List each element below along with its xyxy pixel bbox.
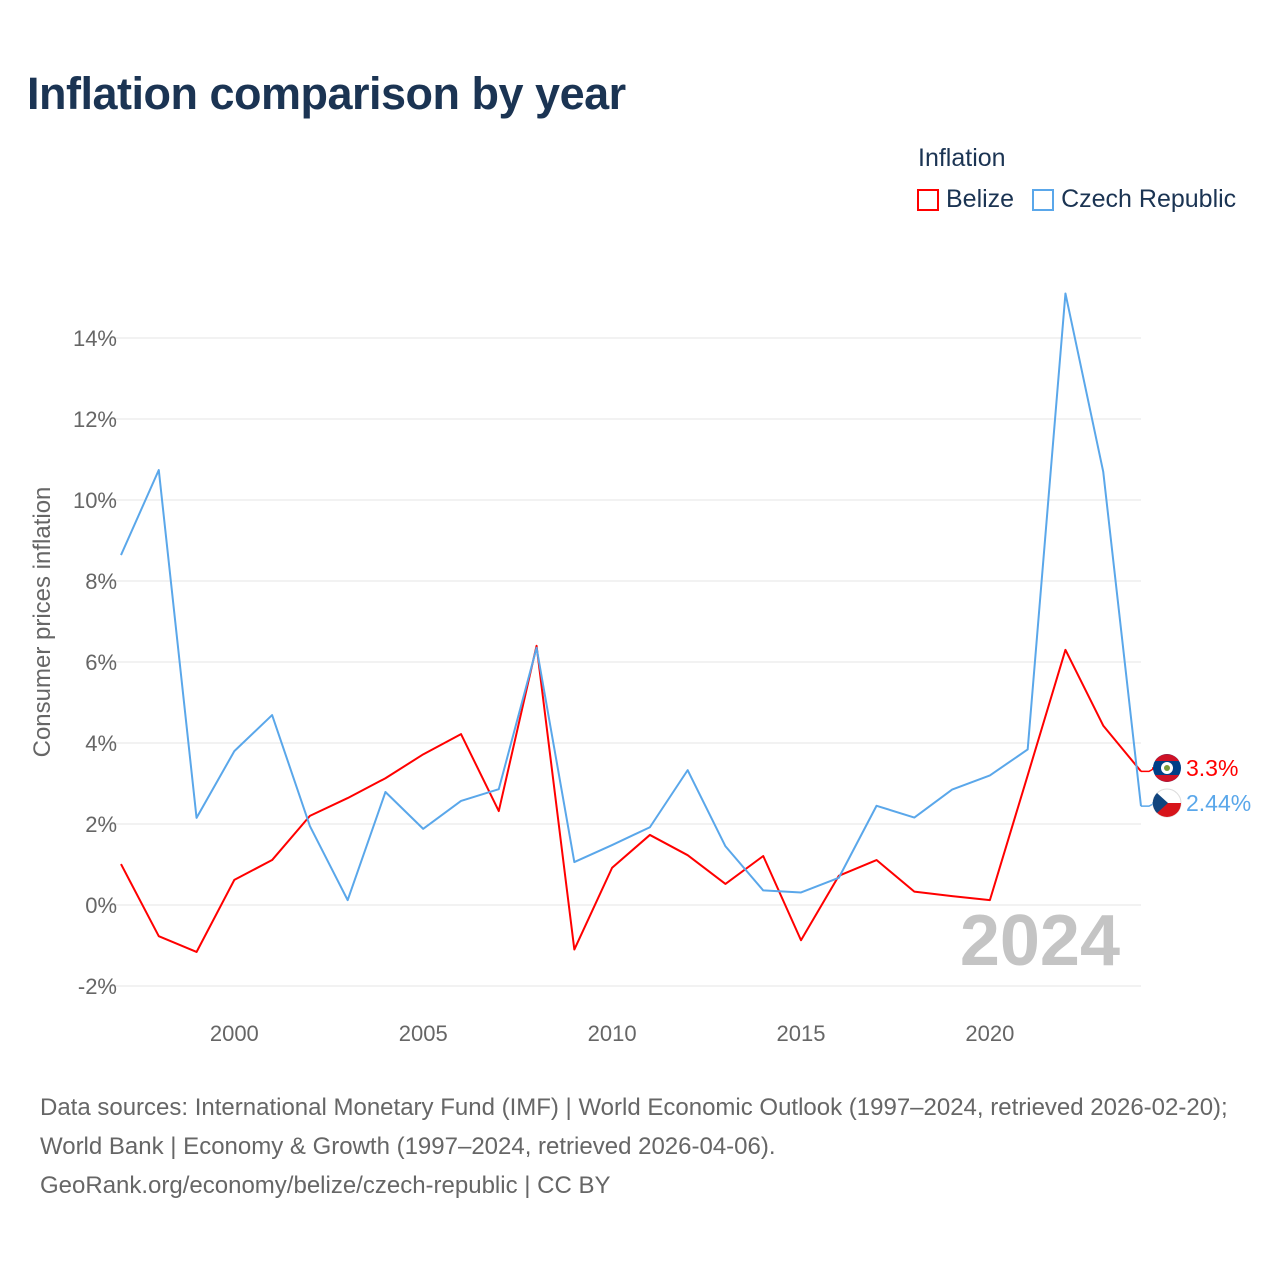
- y-tick-label: 12%: [73, 407, 117, 432]
- watermark-year: 2024: [960, 901, 1120, 981]
- end-value-label: 2.44%: [1186, 790, 1251, 816]
- x-tick-label: 2020: [965, 1021, 1014, 1046]
- legend-label: Czech Republic: [1061, 185, 1237, 213]
- footer: Data sources: International Monetary Fun…: [40, 1088, 1250, 1205]
- x-tick-label: 2000: [210, 1021, 259, 1046]
- legend-item-belize[interactable]: Belize: [917, 185, 1014, 214]
- data-sources: Data sources: International Monetary Fun…: [40, 1094, 1228, 1160]
- y-tick-label: 6%: [85, 650, 117, 675]
- end-value-label: 3.3%: [1186, 755, 1238, 781]
- flag-stripe: [1155, 775, 1179, 782]
- flag-stripe: [1155, 754, 1179, 761]
- flag-triangle: [1152, 793, 1168, 813]
- y-tick-label: 14%: [73, 326, 117, 351]
- y-tick-label: 2%: [85, 812, 117, 837]
- y-tick-label: 10%: [73, 488, 117, 513]
- y-tick-label: 4%: [85, 731, 117, 756]
- x-tick-label: 2005: [399, 1021, 448, 1046]
- legend: Belize Czech Republic: [917, 185, 1236, 214]
- y-tick-label: 0%: [85, 893, 117, 918]
- x-tick-label: 2015: [777, 1021, 826, 1046]
- flag-emblem-center: [1164, 765, 1170, 771]
- x-tick-label: 2010: [588, 1021, 637, 1046]
- legend-item-czech-republic[interactable]: Czech Republic: [1032, 185, 1236, 214]
- end-connector: [1141, 767, 1158, 773]
- legend-swatch-belize: [917, 188, 939, 211]
- legend-label: Belize: [946, 185, 1015, 213]
- series-line-belize[interactable]: [120, 644, 1142, 953]
- series-line-czech-republic[interactable]: [120, 292, 1142, 902]
- chart-title: Inflation comparison by year: [27, 68, 626, 119]
- source-link[interactable]: GeoRank.org/economy/belize/czech-republi…: [40, 1172, 611, 1199]
- legend-title: Inflation: [918, 144, 1006, 172]
- y-tick-label: 8%: [85, 569, 117, 594]
- y-tick-label: -2%: [78, 974, 117, 999]
- y-axis-label: Consumer prices inflation: [29, 487, 56, 758]
- legend-swatch-czech: [1032, 188, 1055, 211]
